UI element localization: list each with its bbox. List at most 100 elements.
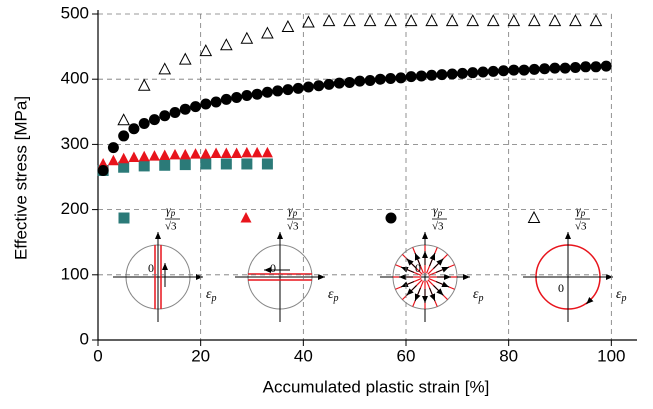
marker	[241, 146, 253, 158]
inset-origin: 0	[415, 261, 421, 275]
marker	[446, 68, 458, 80]
marker	[282, 84, 294, 96]
marker	[548, 14, 562, 27]
inset-sqrt: √3	[287, 221, 299, 233]
inset-dir	[429, 287, 436, 302]
marker	[178, 52, 192, 65]
marker	[190, 148, 202, 159]
marker	[395, 72, 407, 84]
marker	[159, 110, 171, 122]
marker	[456, 67, 468, 79]
x-tick-label: 40	[294, 346, 313, 365]
marker	[486, 14, 500, 27]
marker	[580, 61, 592, 73]
marker	[322, 14, 336, 27]
inset-x-label-sub: p	[333, 293, 339, 304]
marker	[374, 73, 386, 85]
marker	[384, 14, 397, 27]
inset-dir	[429, 252, 436, 267]
marker	[261, 158, 273, 170]
marker	[600, 60, 612, 72]
marker	[507, 14, 521, 27]
marker	[302, 15, 315, 28]
marker	[405, 71, 417, 83]
marker	[138, 160, 150, 172]
inset-x-label: εp	[616, 287, 627, 304]
marker	[343, 14, 356, 27]
marker	[220, 158, 232, 170]
marker	[251, 88, 263, 100]
inset-origin: 0	[270, 261, 276, 275]
inset-dir	[414, 252, 421, 267]
marker	[569, 61, 581, 73]
inset-origin: 0	[148, 261, 154, 275]
marker	[508, 64, 520, 76]
marker	[487, 65, 499, 77]
marker	[199, 44, 213, 57]
marker	[220, 38, 233, 51]
inset-y-label-sub: p	[580, 208, 586, 218]
marker	[241, 158, 253, 170]
marker	[210, 96, 222, 108]
marker	[559, 62, 571, 74]
marker	[589, 14, 603, 27]
marker	[148, 150, 160, 161]
marker	[425, 14, 438, 27]
x-tick-label: 80	[499, 346, 518, 365]
inset-x-label-symbol: ε	[616, 287, 622, 302]
marker	[179, 159, 191, 171]
inset-y-label-sub: p	[437, 208, 443, 218]
inset-dir	[406, 258, 417, 269]
marker	[179, 148, 191, 160]
marker	[281, 19, 295, 33]
inset-y-label-sub: p	[292, 208, 298, 218]
marker	[539, 63, 551, 75]
marker	[313, 80, 325, 92]
marker	[138, 118, 150, 130]
y-tick-label: 0	[80, 329, 89, 348]
inset-dir	[435, 266, 450, 273]
inset-x-label-sub: p	[478, 293, 484, 304]
y-tick-label: 300	[61, 134, 89, 153]
marker	[261, 146, 273, 158]
marker	[117, 113, 130, 126]
marker	[549, 62, 561, 74]
marker	[404, 14, 418, 27]
inset-x-label-symbol: ε	[328, 287, 334, 302]
inset-x-label-sub: p	[211, 293, 217, 304]
marker	[272, 85, 284, 97]
marker	[466, 14, 480, 27]
marker	[498, 65, 510, 77]
marker	[363, 14, 377, 27]
inset-dir	[406, 285, 417, 296]
y-tick-label: 100	[61, 264, 89, 283]
x-tick-label: 100	[597, 346, 625, 365]
marker	[128, 151, 140, 162]
marker	[364, 75, 376, 87]
marker	[528, 63, 540, 75]
marker	[97, 164, 109, 176]
marker	[527, 210, 541, 223]
marker	[445, 14, 459, 27]
marker	[292, 82, 304, 94]
marker	[158, 62, 172, 75]
marker	[354, 75, 366, 87]
inset-x-label: εp	[328, 287, 339, 304]
inset-sqrt: √3	[165, 221, 177, 233]
inset-sqrt: √3	[432, 221, 444, 233]
marker	[118, 161, 130, 173]
inset-dir	[414, 287, 421, 302]
marker	[118, 212, 130, 224]
marker	[200, 158, 212, 170]
x-axis-label: Accumulated plastic strain [%]	[263, 377, 490, 396]
marker	[569, 14, 582, 27]
marker	[220, 147, 232, 159]
y-axis-label: Effective stress [MPa]	[11, 96, 30, 260]
y-tick-label: 200	[61, 199, 89, 218]
inset-x-label: εp	[206, 287, 217, 304]
marker	[344, 76, 356, 88]
marker	[169, 148, 181, 160]
marker	[240, 212, 252, 223]
